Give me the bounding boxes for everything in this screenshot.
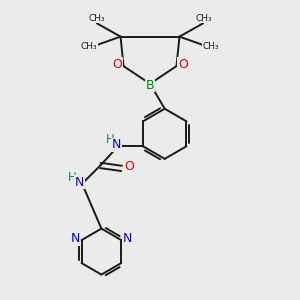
Text: N: N bbox=[112, 138, 121, 151]
Text: CH₃: CH₃ bbox=[81, 42, 98, 51]
Text: N: N bbox=[123, 232, 133, 245]
Text: B: B bbox=[146, 79, 154, 92]
Text: O: O bbox=[124, 160, 134, 173]
Text: CH₃: CH₃ bbox=[195, 14, 212, 22]
Text: N: N bbox=[75, 176, 84, 189]
Text: H: H bbox=[68, 171, 77, 184]
Text: CH₃: CH₃ bbox=[202, 42, 219, 51]
Text: CH₃: CH₃ bbox=[88, 14, 105, 22]
Text: H: H bbox=[105, 133, 114, 146]
Text: O: O bbox=[112, 58, 122, 71]
Text: N: N bbox=[70, 232, 80, 245]
Text: O: O bbox=[178, 58, 188, 71]
